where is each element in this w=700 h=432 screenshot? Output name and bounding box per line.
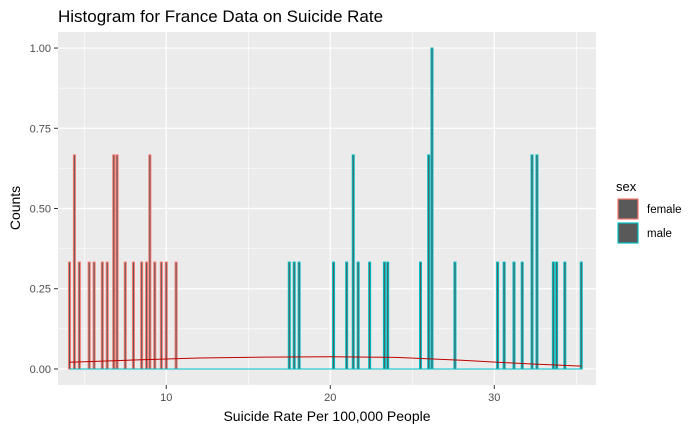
histogram-bar-female: [123, 261, 127, 370]
legend-item-female: female: [617, 198, 682, 220]
histogram-bar-male: [520, 261, 524, 370]
histogram-bar-female: [148, 154, 152, 370]
histogram-bar-male: [530, 154, 534, 370]
legend-key-male: [617, 222, 639, 244]
x-axis-ticks: 10 20 30: [160, 385, 500, 404]
y-tick-label: 1.00: [30, 43, 51, 55]
x-axis-title: Suicide Rate Per 100,000 People: [223, 408, 430, 424]
histogram-bar-male: [368, 261, 372, 370]
histogram-bar-male: [551, 261, 555, 370]
histogram-bar-female: [67, 261, 71, 370]
histogram-bar-female: [105, 261, 109, 370]
y-tick-label: 0.25: [30, 284, 51, 296]
y-axis-ticks: 0.00 0.25 0.50 0.75 1.00: [30, 43, 58, 376]
histogram-bar-male: [292, 261, 296, 370]
histogram-bar-female: [145, 261, 149, 370]
histogram-bar-male: [453, 261, 457, 370]
histogram-bar-male: [356, 261, 360, 370]
grid-lines: [58, 32, 596, 385]
histogram-bar-male: [496, 261, 500, 370]
histogram-bar-male: [563, 261, 567, 370]
histogram-bar-female: [140, 261, 144, 370]
histogram-bar-female: [115, 154, 119, 370]
histogram-bar-male: [297, 261, 301, 370]
histogram-bar-female: [72, 154, 76, 370]
histogram-bar-female: [112, 154, 116, 370]
legend-item-male: male: [617, 222, 672, 244]
histogram-bar-male: [345, 261, 349, 370]
histogram-bar-female: [131, 261, 135, 370]
histogram-bar-male: [502, 261, 506, 370]
chart-title: Histogram for France Data on Suicide Rat…: [58, 7, 383, 26]
histogram-bar-male: [535, 154, 539, 370]
x-tick-label: 10: [160, 392, 172, 404]
histogram-bar-female: [164, 261, 168, 370]
histogram-bar-male: [555, 261, 559, 370]
y-tick-label: 0.00: [30, 364, 51, 376]
legend: sex female male: [616, 179, 682, 244]
legend-title: sex: [616, 179, 637, 194]
legend-label-female: female: [647, 204, 682, 216]
histogram-bar-male: [430, 47, 434, 370]
histogram-bar-female: [153, 261, 157, 370]
legend-key-female: [617, 198, 639, 220]
density-lines: [69, 356, 582, 370]
histogram-bar-male: [579, 261, 583, 370]
x-tick-label: 30: [488, 392, 500, 404]
histogram-bar-male: [351, 154, 355, 370]
histogram-bar-male: [512, 261, 516, 370]
histogram-bar-male: [382, 261, 386, 370]
histogram-bar-female: [92, 261, 96, 370]
histogram-bar-female: [100, 261, 104, 370]
density-line-female: [69, 356, 582, 367]
legend-label-male: male: [647, 228, 672, 240]
histogram-bar-male: [287, 261, 291, 370]
histogram-bar-female: [174, 261, 178, 370]
histogram-bar-male: [332, 261, 336, 370]
histogram-bar-female: [87, 261, 91, 370]
histogram-bar-male: [427, 154, 431, 370]
y-tick-label: 0.75: [30, 123, 51, 135]
histogram-bar-male: [418, 261, 422, 370]
histogram-bar-female: [159, 261, 163, 370]
histogram-bar-female: [77, 261, 81, 370]
x-tick-label: 20: [324, 392, 336, 404]
y-tick-label: 0.50: [30, 204, 51, 216]
histogram-bar-male: [386, 261, 390, 370]
y-axis-title: Counts: [7, 186, 23, 230]
